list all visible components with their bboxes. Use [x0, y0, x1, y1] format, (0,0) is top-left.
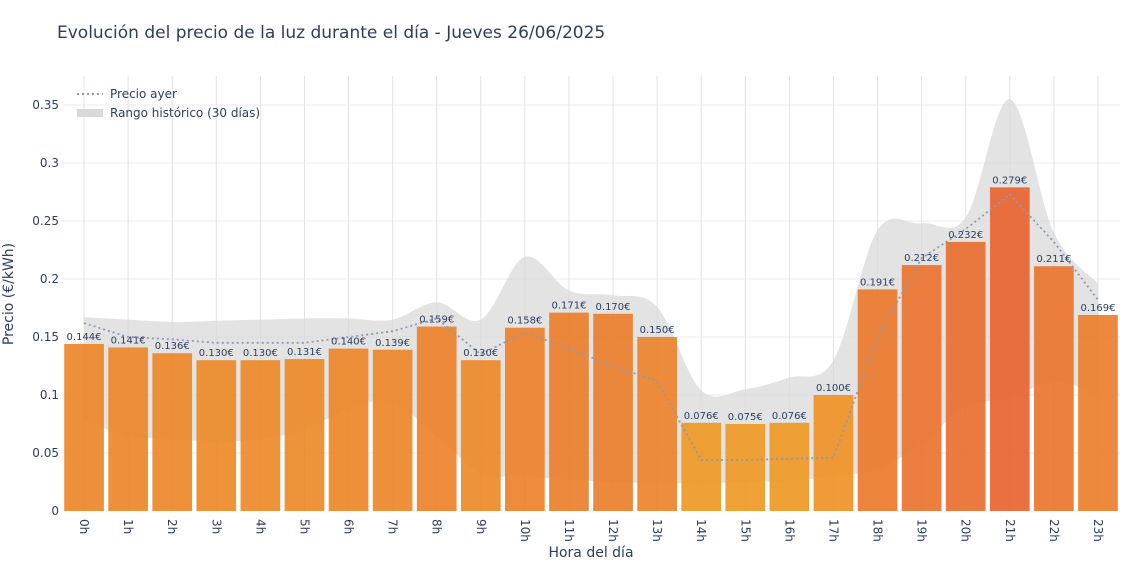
price-bar[interactable] [240, 360, 281, 511]
x-tick-label: 15h [738, 519, 752, 542]
price-bar[interactable] [593, 313, 633, 511]
x-tick-label: 9h [474, 519, 488, 534]
bar-value-label: 0.076€ [772, 411, 807, 422]
y-tick-label: 0.15 [32, 330, 59, 344]
price-bar[interactable] [372, 349, 413, 511]
bar-value-label: 0.211€ [1036, 254, 1071, 265]
bar-value-label: 0.140€ [331, 337, 366, 348]
x-tick-label: 12h [606, 519, 620, 542]
price-bar[interactable] [989, 187, 1030, 512]
bar-value-label: 0.131€ [287, 347, 322, 358]
bar-value-label: 0.144€ [67, 332, 102, 343]
bar-value-label: 0.136€ [155, 341, 190, 352]
price-bar[interactable] [416, 326, 457, 511]
bar-value-label: 0.170€ [596, 302, 631, 313]
price-bar[interactable] [637, 337, 677, 511]
y-tick-label: 0.05 [32, 446, 59, 460]
x-tick-label: 21h [1003, 519, 1017, 542]
x-tick-label: 10h [518, 519, 532, 542]
bar-value-label: 0.130€ [463, 348, 498, 359]
x-tick-label: 6h [342, 519, 356, 534]
x-tick-label: 0h [77, 519, 91, 534]
x-tick-label: 14h [694, 519, 708, 542]
bar-value-label: 0.130€ [243, 348, 278, 359]
x-tick-label: 22h [1047, 519, 1061, 542]
y-tick-label: 0.35 [32, 98, 59, 112]
price-bar[interactable] [108, 347, 148, 511]
x-tick-label: 23h [1091, 519, 1105, 542]
x-tick-label: 18h [871, 519, 885, 542]
bar-value-label: 0.150€ [640, 325, 675, 336]
precio-ayer-line [83, 193, 1099, 461]
price-bar[interactable] [549, 312, 589, 511]
bar-value-label: 0.169€ [1080, 303, 1115, 314]
price-bar[interactable] [505, 327, 545, 511]
y-tick-label: 0.2 [40, 272, 59, 286]
x-axis-title: Hora del día [548, 545, 633, 561]
x-tick-label: 13h [650, 519, 664, 542]
bar-value-label: 0.171€ [551, 301, 586, 312]
x-tick-label: 17h [826, 519, 840, 542]
bar-value-label: 0.212€ [904, 253, 939, 264]
price-bar[interactable] [64, 343, 104, 511]
price-bar[interactable] [681, 422, 722, 511]
y-tick-label: 0.1 [40, 388, 59, 402]
y-tick-label: 0 [51, 504, 59, 518]
x-tick-label: 5h [297, 519, 311, 534]
price-bar[interactable] [813, 395, 854, 511]
x-tick-label: 3h [209, 519, 223, 534]
bar-value-label: 0.141€ [111, 335, 146, 346]
x-tick-label: 2h [165, 519, 179, 534]
price-bar[interactable] [284, 359, 325, 511]
price-bar[interactable] [945, 241, 986, 511]
price-bar[interactable] [1034, 266, 1074, 511]
x-tick-label: 8h [430, 519, 444, 534]
bar-value-label: 0.076€ [684, 411, 719, 422]
price-bar[interactable] [1078, 314, 1118, 511]
bar-value-label: 0.159€ [419, 315, 454, 326]
bar-value-label: 0.139€ [375, 338, 410, 349]
price-bar[interactable] [152, 353, 193, 511]
y-axis-title: Precio (€/kWh) [1, 243, 17, 345]
x-tick-label: 1h [121, 519, 135, 534]
x-tick-label: 16h [782, 519, 796, 542]
x-tick-label: 7h [386, 519, 400, 534]
bar-value-label: 0.279€ [992, 175, 1027, 186]
price-bar[interactable] [769, 422, 810, 511]
price-bar[interactable] [725, 424, 766, 511]
x-tick-label: 19h [915, 519, 929, 542]
price-bar[interactable] [460, 360, 501, 511]
price-bar[interactable] [901, 265, 942, 511]
price-bar[interactable] [196, 360, 237, 511]
legend-band-swatch [77, 109, 103, 117]
x-tick-label: 11h [562, 519, 576, 542]
x-tick-label: 20h [959, 519, 973, 542]
legend-label-precio-ayer: Precio ayer [110, 87, 177, 101]
bar-value-label: 0.130€ [199, 348, 234, 359]
y-tick-label: 0.25 [32, 214, 59, 228]
bar-value-label: 0.100€ [816, 383, 851, 394]
bar-value-label: 0.191€ [860, 277, 895, 288]
bar-value-label: 0.232€ [948, 230, 983, 241]
bar-value-label: 0.075€ [728, 412, 763, 423]
price-bar[interactable] [328, 348, 369, 511]
legend[interactable]: Precio ayer Rango histórico (30 días) [77, 87, 260, 120]
price-bar[interactable] [857, 289, 898, 511]
chart-title: Evolución del precio de la luz durante e… [57, 23, 605, 43]
legend-label-rango-historico: Rango histórico (30 días) [110, 106, 260, 120]
y-tick-label: 0.3 [40, 156, 59, 170]
bar-value-label: 0.158€ [507, 316, 542, 327]
x-tick-label: 4h [253, 519, 267, 534]
